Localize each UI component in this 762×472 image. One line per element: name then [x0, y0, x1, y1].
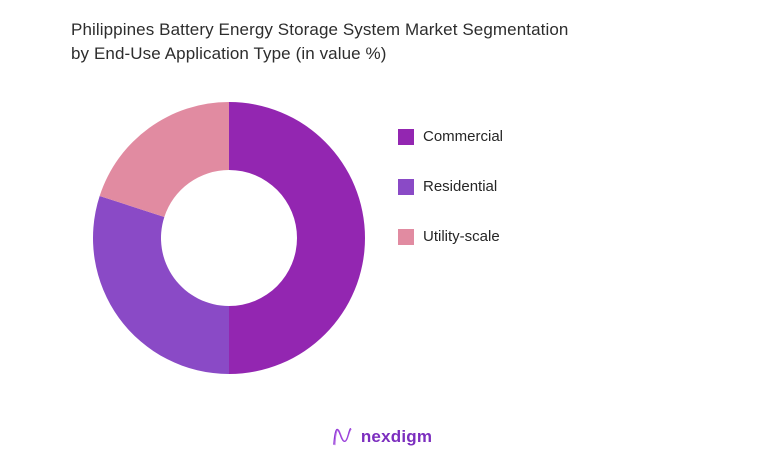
- brand-name: nexdigm: [360, 426, 433, 446]
- legend: Commercial Residential Utility-scale: [398, 128, 503, 245]
- chart-title: Philippines Battery Energy Storage Syste…: [71, 20, 569, 63]
- legend-label-utility-scale: Utility-scale: [423, 228, 500, 245]
- donut-segment-residential: [93, 195, 229, 375]
- brand-logo: nexdigm: [0, 424, 762, 449]
- legend-item-commercial: Commercial: [398, 128, 503, 145]
- legend-item-utility-scale: Utility-scale: [398, 228, 503, 245]
- legend-label-commercial: Commercial: [423, 128, 504, 145]
- legend-swatch-utility-scale: [398, 228, 414, 245]
- donut-segment-commercial: [229, 102, 365, 374]
- legend-swatch-residential: [398, 178, 414, 195]
- nexdigm-wave-n-icon: [333, 427, 352, 446]
- legend-item-residential: Residential: [398, 178, 503, 195]
- donut-segment-utility-scale: [99, 102, 229, 217]
- legend-label-residential: Residential: [423, 178, 498, 195]
- legend-swatch-commercial: [398, 128, 414, 145]
- donut-chart: [93, 102, 365, 375]
